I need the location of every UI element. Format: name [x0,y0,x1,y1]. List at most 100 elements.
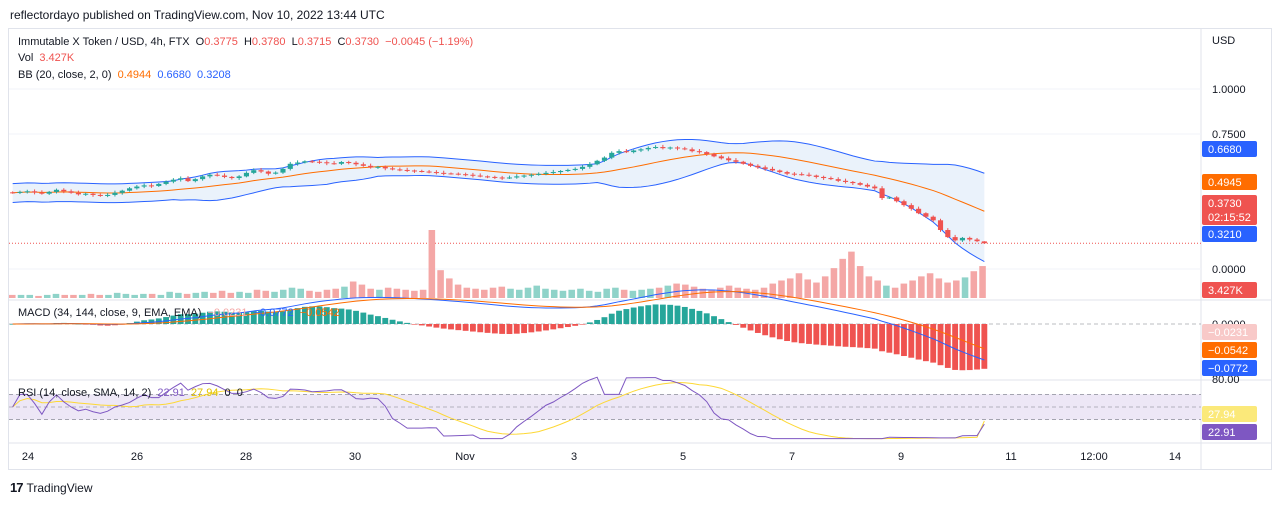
candle-body[interactable] [207,174,213,177]
candle-body[interactable] [134,186,140,189]
candle-body[interactable] [382,166,388,169]
candle-body[interactable] [872,186,878,189]
candle-body[interactable] [83,193,89,195]
candle-body[interactable] [156,183,162,186]
candle-body[interactable] [696,151,702,153]
candle-body[interactable] [331,163,337,165]
candle-body[interactable] [667,147,673,149]
bb-label[interactable]: BB (20, close, 2, 0) [18,69,112,81]
candle-body[interactable] [390,168,396,170]
candle-body[interactable] [857,183,863,185]
candle-body[interactable] [894,197,900,202]
candle-body[interactable] [930,216,936,221]
candle-body[interactable] [601,157,607,161]
candle-body[interactable] [594,160,600,165]
candle-body[interactable] [937,220,944,230]
candle-body[interactable] [784,172,790,174]
candle-body[interactable] [10,192,16,194]
candle-body[interactable] [536,173,542,175]
candle-body[interactable] [273,172,279,174]
candle-body[interactable] [17,191,23,193]
candle-body[interactable] [733,160,739,162]
candle-body[interactable] [908,205,914,209]
candle-body[interactable] [587,164,593,167]
candle-body[interactable] [974,239,980,242]
candle-body[interactable] [178,178,184,180]
rsi-label[interactable]: RSI (14, close, SMA, 14, 2) [18,387,152,399]
candle-body[interactable] [886,197,892,199]
candle-body[interactable] [200,176,206,180]
candle-body[interactable] [360,164,366,166]
candle-body[interactable] [426,171,432,173]
candle-body[interactable] [791,173,797,175]
candle-body[interactable] [448,173,454,175]
candle-body[interactable] [463,174,469,176]
volume-label[interactable]: Vol [18,52,34,64]
candle-body[interactable] [141,185,147,187]
candle-body[interactable] [302,161,308,163]
candle-body[interactable] [528,174,534,176]
candle-body[interactable] [338,162,344,164]
candle-body[interactable] [97,194,103,196]
candle-body[interactable] [864,184,871,187]
candle-body[interactable] [514,176,520,178]
tradingview-logo[interactable]: 17 [10,480,24,495]
candle-body[interactable] [112,192,118,195]
candle-body[interactable] [609,152,615,158]
candle-body[interactable] [353,162,359,165]
candle-body[interactable] [75,192,81,195]
candle-body[interactable] [477,175,483,177]
candle-body[interactable] [718,156,724,159]
candle-body[interactable] [543,172,549,174]
candle-body[interactable] [572,168,578,170]
candle-body[interactable] [441,172,447,174]
candle-body[interactable] [674,147,681,149]
candle-body[interactable] [842,180,849,182]
candle-body[interactable] [638,149,644,151]
candle-body[interactable] [148,185,155,187]
candle-body[interactable] [821,176,827,179]
candle-body[interactable] [711,153,717,157]
candle-body[interactable] [689,149,695,152]
candle-body[interactable] [616,151,622,153]
footer-brand[interactable]: TradingView [26,480,93,495]
candle-body[interactable] [740,161,746,164]
candle-body[interactable] [39,192,45,194]
candle-body[interactable] [653,147,659,149]
candle-body[interactable] [221,175,228,177]
candle-body[interactable] [959,237,965,241]
candle-body[interactable] [411,170,418,172]
candle-body[interactable] [967,237,973,240]
candle-body[interactable] [550,172,556,174]
candle-body[interactable] [762,167,768,169]
candle-body[interactable] [828,178,834,180]
candle-body[interactable] [558,171,564,173]
candle-body[interactable] [368,165,374,168]
candle-body[interactable] [704,152,710,154]
candle-body[interactable] [769,168,776,171]
candle-body[interactable] [375,166,381,168]
candle-body[interactable] [945,229,951,238]
candle-body[interactable] [484,176,491,178]
candle-body[interactable] [236,176,242,179]
candle-body[interactable] [850,181,856,184]
candle-body[interactable] [397,169,403,171]
candle-body[interactable] [623,151,629,153]
candle-body[interactable] [46,191,52,194]
candle-body[interactable] [404,169,410,171]
candle-body[interactable] [324,162,330,164]
candle-body[interactable] [981,241,987,244]
candle-body[interactable] [901,201,907,206]
candle-body[interactable] [799,174,805,176]
candle-body[interactable] [835,179,841,181]
candle-body[interactable] [170,179,176,182]
candle-body[interactable] [24,191,30,193]
candle-body[interactable] [470,174,476,176]
candle-body[interactable] [682,148,688,150]
candle-body[interactable] [419,171,425,173]
candle-body[interactable] [251,170,257,173]
candle-body[interactable] [214,174,220,176]
symbol-label[interactable]: Immutable X Token / USD, 4h, FTX [18,36,190,48]
candle-body[interactable] [660,147,666,149]
candle-body[interactable] [295,162,301,164]
